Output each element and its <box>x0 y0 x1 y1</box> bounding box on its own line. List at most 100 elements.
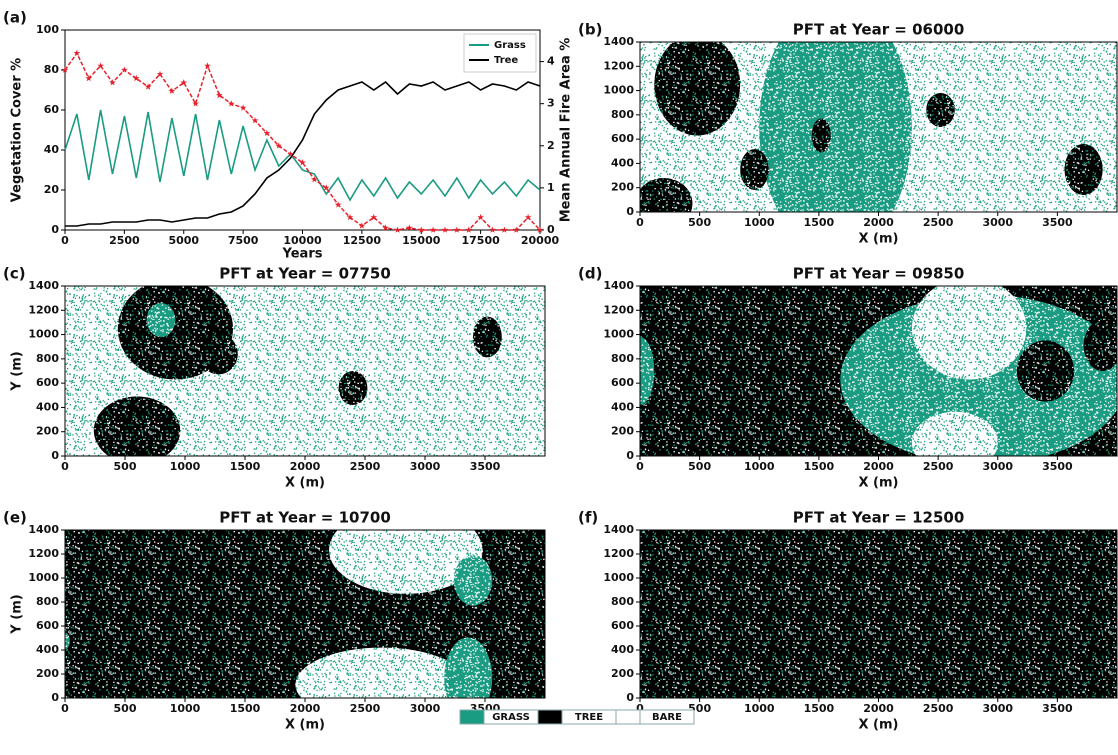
map-region <box>1083 320 1117 371</box>
map-region <box>811 118 831 153</box>
x-tick-label: 1000 <box>744 702 775 715</box>
marker <box>73 49 81 56</box>
marker <box>536 226 544 233</box>
x-tick-label: 5000 <box>168 234 199 247</box>
y2-tick-label: 3 <box>547 97 555 110</box>
marker <box>524 213 532 221</box>
marker <box>251 117 259 124</box>
y-tick-label: 0 <box>51 449 59 462</box>
map-region <box>338 371 368 405</box>
map-region <box>926 93 955 127</box>
y-tick-label: 0 <box>51 223 59 236</box>
marker <box>132 74 140 82</box>
marker <box>370 213 378 221</box>
chart-title: PFT at Year = 10700 <box>219 509 391 527</box>
y-tick-label: 100 <box>36 23 59 36</box>
y-tick-label: 40 <box>44 143 60 156</box>
legend-label: GRASS <box>492 712 530 723</box>
map-region <box>65 632 70 650</box>
y-tick-label: 200 <box>611 181 634 194</box>
legend-label: Grass <box>494 40 526 51</box>
map <box>640 42 1117 212</box>
y2-tick-label: 1 <box>547 181 555 194</box>
y-tick-label: 400 <box>611 643 634 656</box>
x-tick-label: 2000 <box>863 216 894 229</box>
x-tick-label: 1000 <box>744 460 775 473</box>
marker <box>417 226 425 233</box>
chart-title: PFT at Year = 07750 <box>219 265 391 283</box>
x-tick-label: 12500 <box>343 234 382 247</box>
x-axis-label: X (m) <box>859 476 899 491</box>
x-tick-label: 3500 <box>1042 460 1073 473</box>
map-region <box>654 42 741 136</box>
x-tick-label: 2500 <box>923 460 954 473</box>
marker <box>204 62 211 69</box>
x-tick-label: 0 <box>61 234 69 247</box>
x-axis-label: X (m) <box>285 476 325 491</box>
marker <box>287 150 294 157</box>
marker <box>477 213 484 221</box>
line-series <box>65 80 541 227</box>
x-tick-label: 2500 <box>109 234 140 247</box>
y-tick-label: 0 <box>626 205 634 218</box>
map-region <box>329 530 483 594</box>
y-tick-label: 0 <box>626 449 634 462</box>
marker <box>97 62 104 69</box>
y-tick-label: 1000 <box>603 571 634 584</box>
x-tick-label: 10000 <box>283 234 322 247</box>
x-axis-label: X (m) <box>859 232 899 247</box>
legend-box <box>463 33 537 73</box>
x-tick-label: 3000 <box>982 702 1013 715</box>
y-tick-label: 800 <box>36 595 59 608</box>
y-tick-label: 1200 <box>28 547 59 560</box>
marker <box>61 66 69 73</box>
x-tick-label: 2500 <box>923 216 954 229</box>
x-tick-label: 1500 <box>804 702 835 715</box>
marker <box>453 226 461 233</box>
y2-axis-label: Mean Annual Fire Area % <box>559 38 574 223</box>
marker <box>239 104 247 111</box>
x-tick-label: 3000 <box>410 702 441 715</box>
map <box>640 286 1117 456</box>
y-tick-label: 1200 <box>28 303 59 316</box>
panel-label: (d) <box>578 265 602 283</box>
y-tick-label: 200 <box>36 667 59 680</box>
marker <box>512 226 520 233</box>
marker <box>394 226 401 233</box>
x-tick-label: 1500 <box>804 460 835 473</box>
x-tick-label: 500 <box>688 460 711 473</box>
x-tick-label: 1000 <box>170 702 201 715</box>
marker <box>382 224 389 231</box>
marker <box>216 91 223 99</box>
marker <box>121 66 128 73</box>
marker <box>322 184 330 191</box>
x-tick-label: 3000 <box>982 460 1013 473</box>
x-tick-label: 500 <box>688 216 711 229</box>
y2-tick-label: 2 <box>547 139 555 152</box>
x-tick-label: 0 <box>636 216 644 229</box>
map <box>65 530 545 698</box>
panel-label: (f) <box>578 509 598 527</box>
x-tick-label: 2000 <box>290 460 321 473</box>
x-tick-label: 2500 <box>350 702 381 715</box>
marker <box>227 100 235 107</box>
marker <box>109 79 116 86</box>
map-region <box>1016 340 1075 402</box>
y-tick-label: 1000 <box>28 571 59 584</box>
map-region <box>911 286 1027 380</box>
marker <box>180 79 188 86</box>
x-tick-label: 0 <box>636 460 644 473</box>
y-tick-label: 1200 <box>603 547 634 560</box>
x-tick-label: 2000 <box>863 460 894 473</box>
map-region <box>640 178 693 212</box>
y-tick-label: 1400 <box>603 279 634 292</box>
chart-title: PFT at Year = 09850 <box>793 265 965 283</box>
marker <box>429 226 437 233</box>
marker <box>85 74 93 82</box>
marker <box>299 159 306 166</box>
map-region <box>759 42 912 212</box>
y2-tick-label: 4 <box>547 55 555 68</box>
map <box>65 286 545 456</box>
y-tick-label: 1000 <box>28 328 59 341</box>
legend-swatch <box>537 709 563 725</box>
